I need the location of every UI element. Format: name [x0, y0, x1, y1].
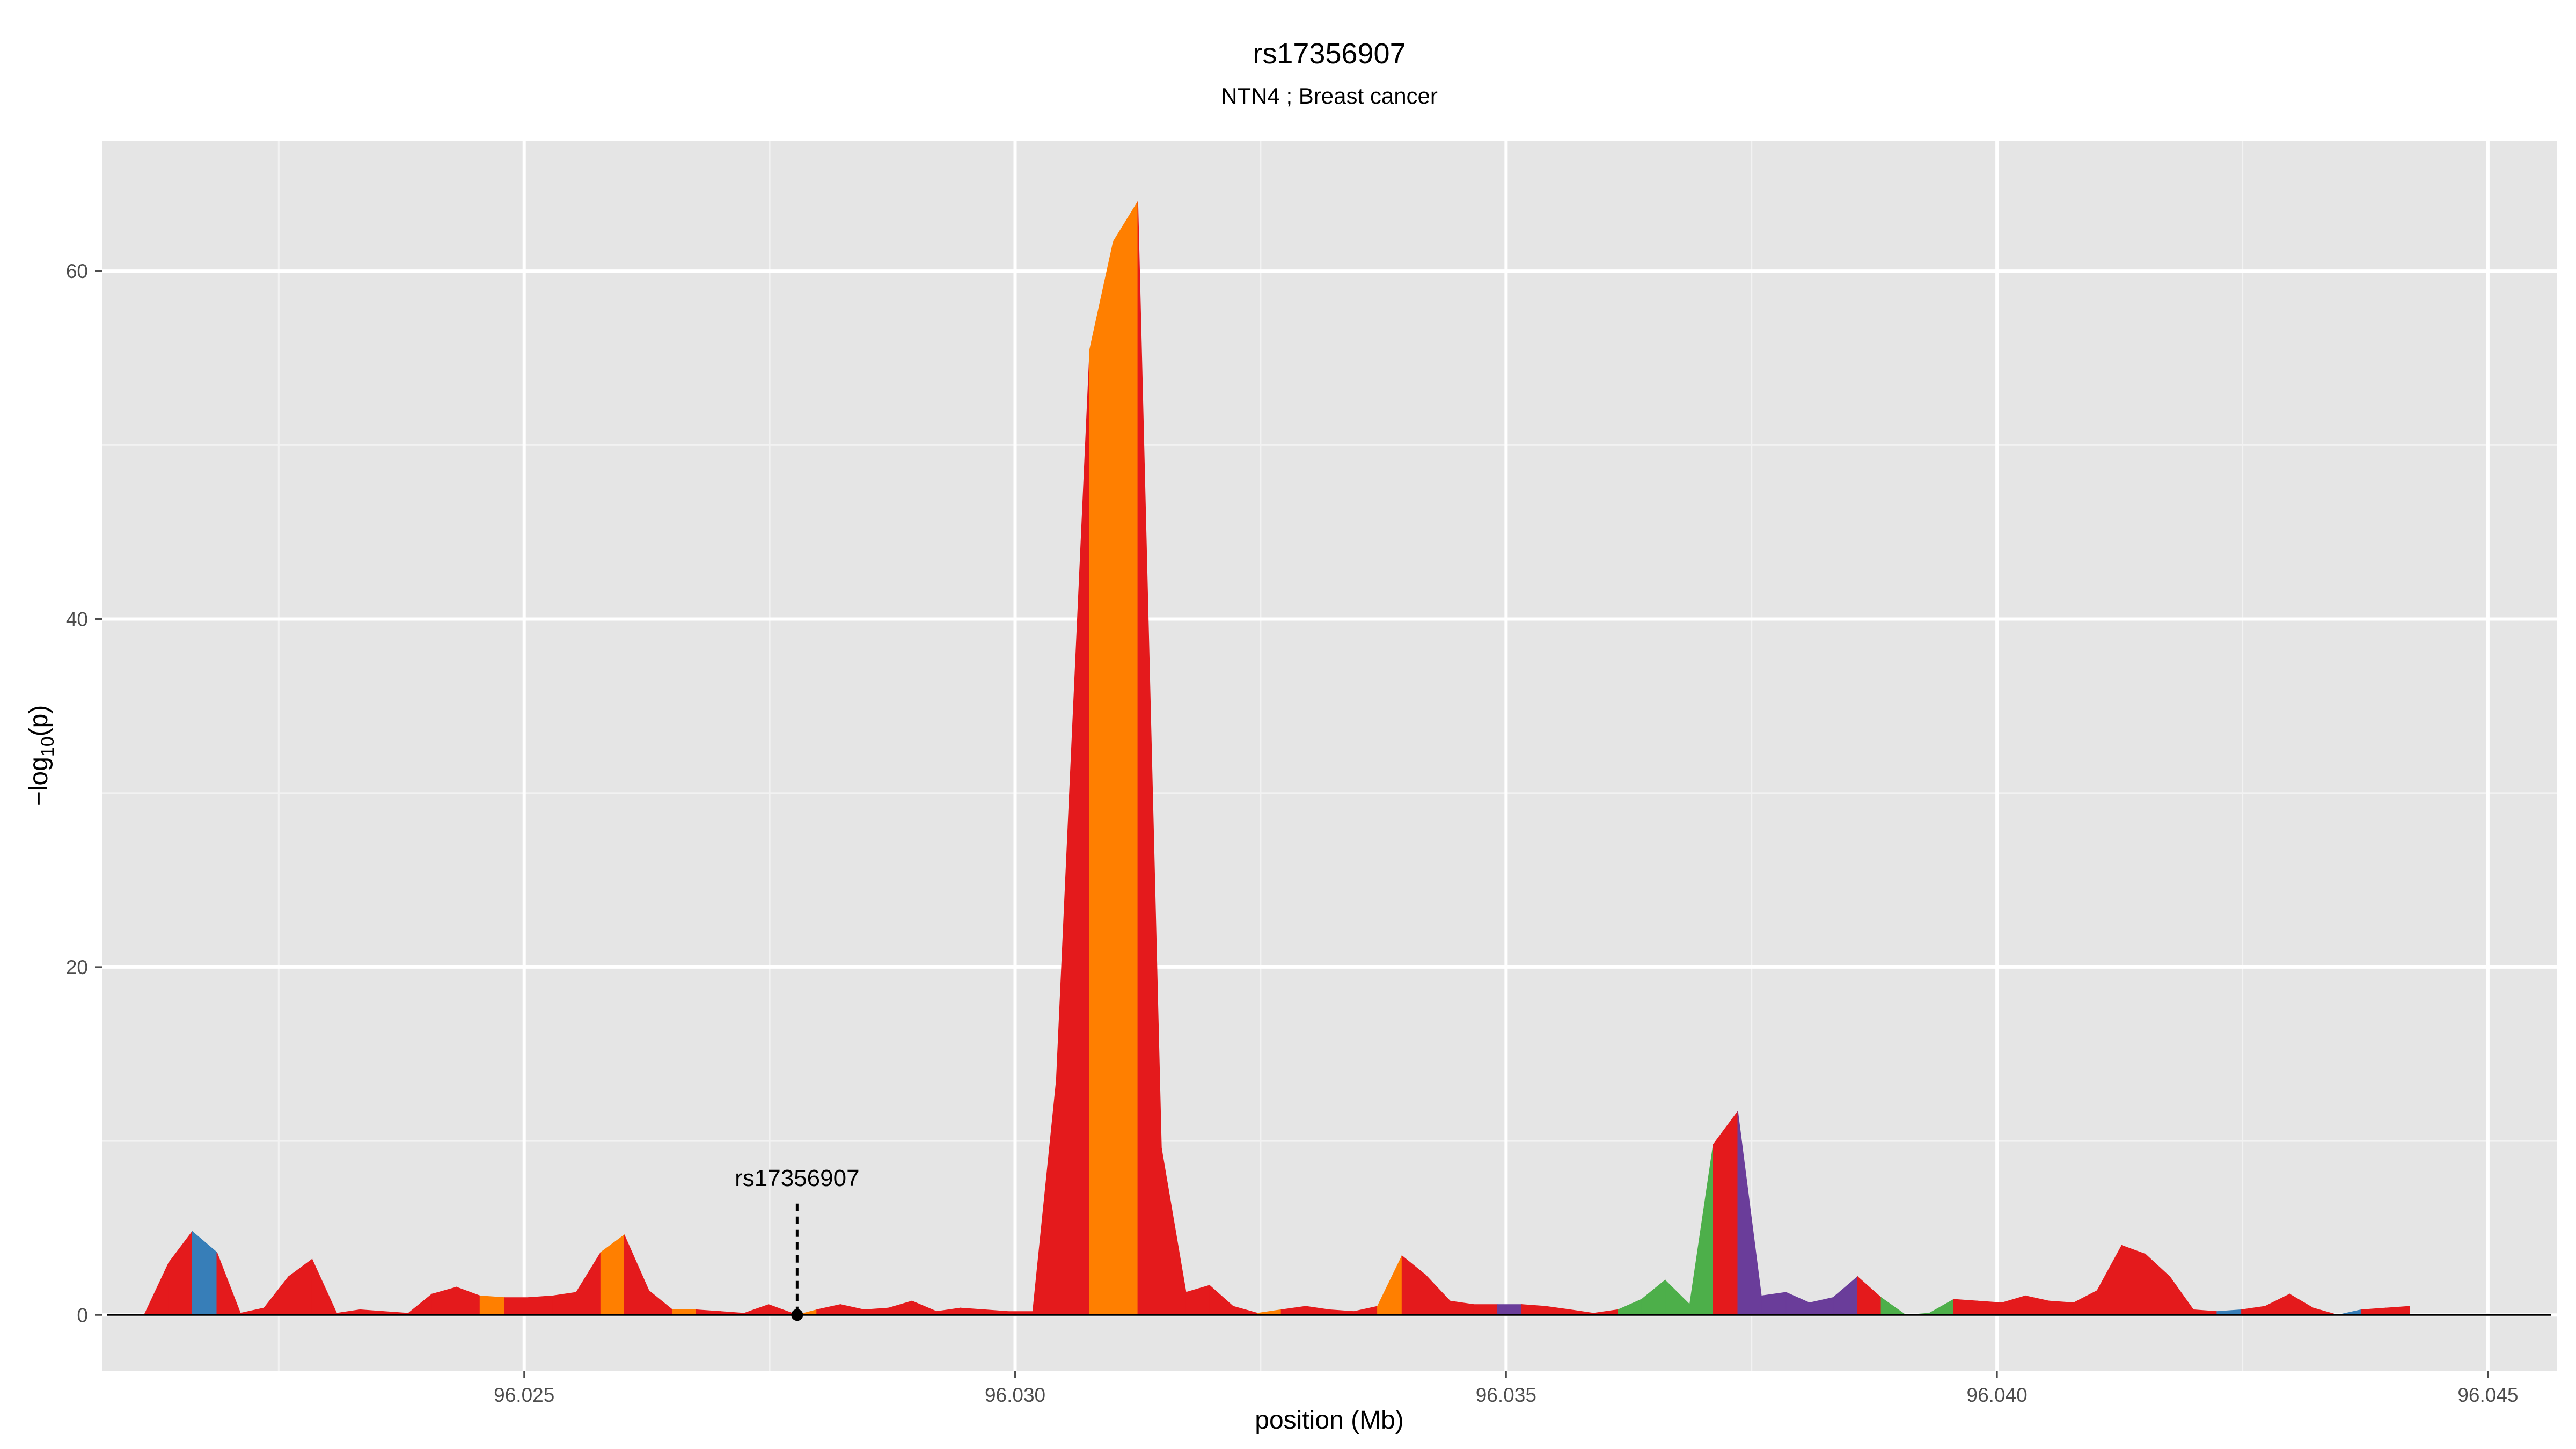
y-axis-title-subscript: 10 [38, 736, 58, 757]
area-segment-red [552, 1292, 577, 1315]
y-tick-label: 60 [66, 260, 88, 282]
area-segment-red [2121, 1245, 2146, 1315]
area-segment-orange [1113, 200, 1138, 1315]
area-segment-purple [1497, 1304, 1523, 1315]
x-tick-label: 96.035 [1476, 1384, 1536, 1406]
y-tick-label: 40 [66, 609, 88, 631]
grid-minor [102, 141, 2557, 1371]
x-axis: 96.025 96.030 96.035 96.040 96.045 [494, 1371, 2519, 1406]
y-axis-title: −log10(p) [25, 705, 58, 807]
plot-panel [102, 141, 2557, 1371]
y-axis-title-tail: (p) [25, 705, 53, 737]
area-segments [107, 200, 2551, 1316]
snp-annotation: rs17356907 [735, 1165, 860, 1321]
y-axis: 0 20 40 60 [66, 260, 102, 1326]
area-segment-red [528, 1295, 553, 1315]
x-tick-label: 96.025 [494, 1384, 554, 1406]
area-segment-orange [1089, 241, 1114, 1315]
area-segment-orange [479, 1295, 505, 1315]
x-tick-label: 96.045 [2457, 1384, 2518, 1406]
y-axis-title-main: −log [25, 757, 53, 806]
y-tick-label: 20 [66, 956, 88, 978]
area-segment-purple [1761, 1292, 1787, 1315]
chart-subtitle: NTN4 ; Breast cancer [1221, 83, 1438, 108]
area-segment-red [504, 1297, 529, 1315]
area-segment-red [2385, 1306, 2410, 1315]
y-tick-label: 0 [77, 1304, 88, 1326]
x-tick-label: 96.040 [1967, 1384, 2028, 1406]
annotation-point [791, 1309, 803, 1321]
x-tick-label: 96.030 [985, 1384, 1045, 1406]
area-segment-red [1521, 1304, 1546, 1315]
area-segment-red [1953, 1299, 1978, 1315]
area-segment-red [1473, 1304, 1498, 1315]
area-segment-red [1713, 1110, 1738, 1315]
area-segment-red [1977, 1300, 2002, 1315]
area-segment-red [2048, 1300, 2074, 1315]
annotation-label: rs17356907 [735, 1165, 859, 1191]
x-axis-title: position (Mb) [1255, 1406, 1403, 1435]
chart-title: rs17356907 [1253, 38, 1406, 70]
